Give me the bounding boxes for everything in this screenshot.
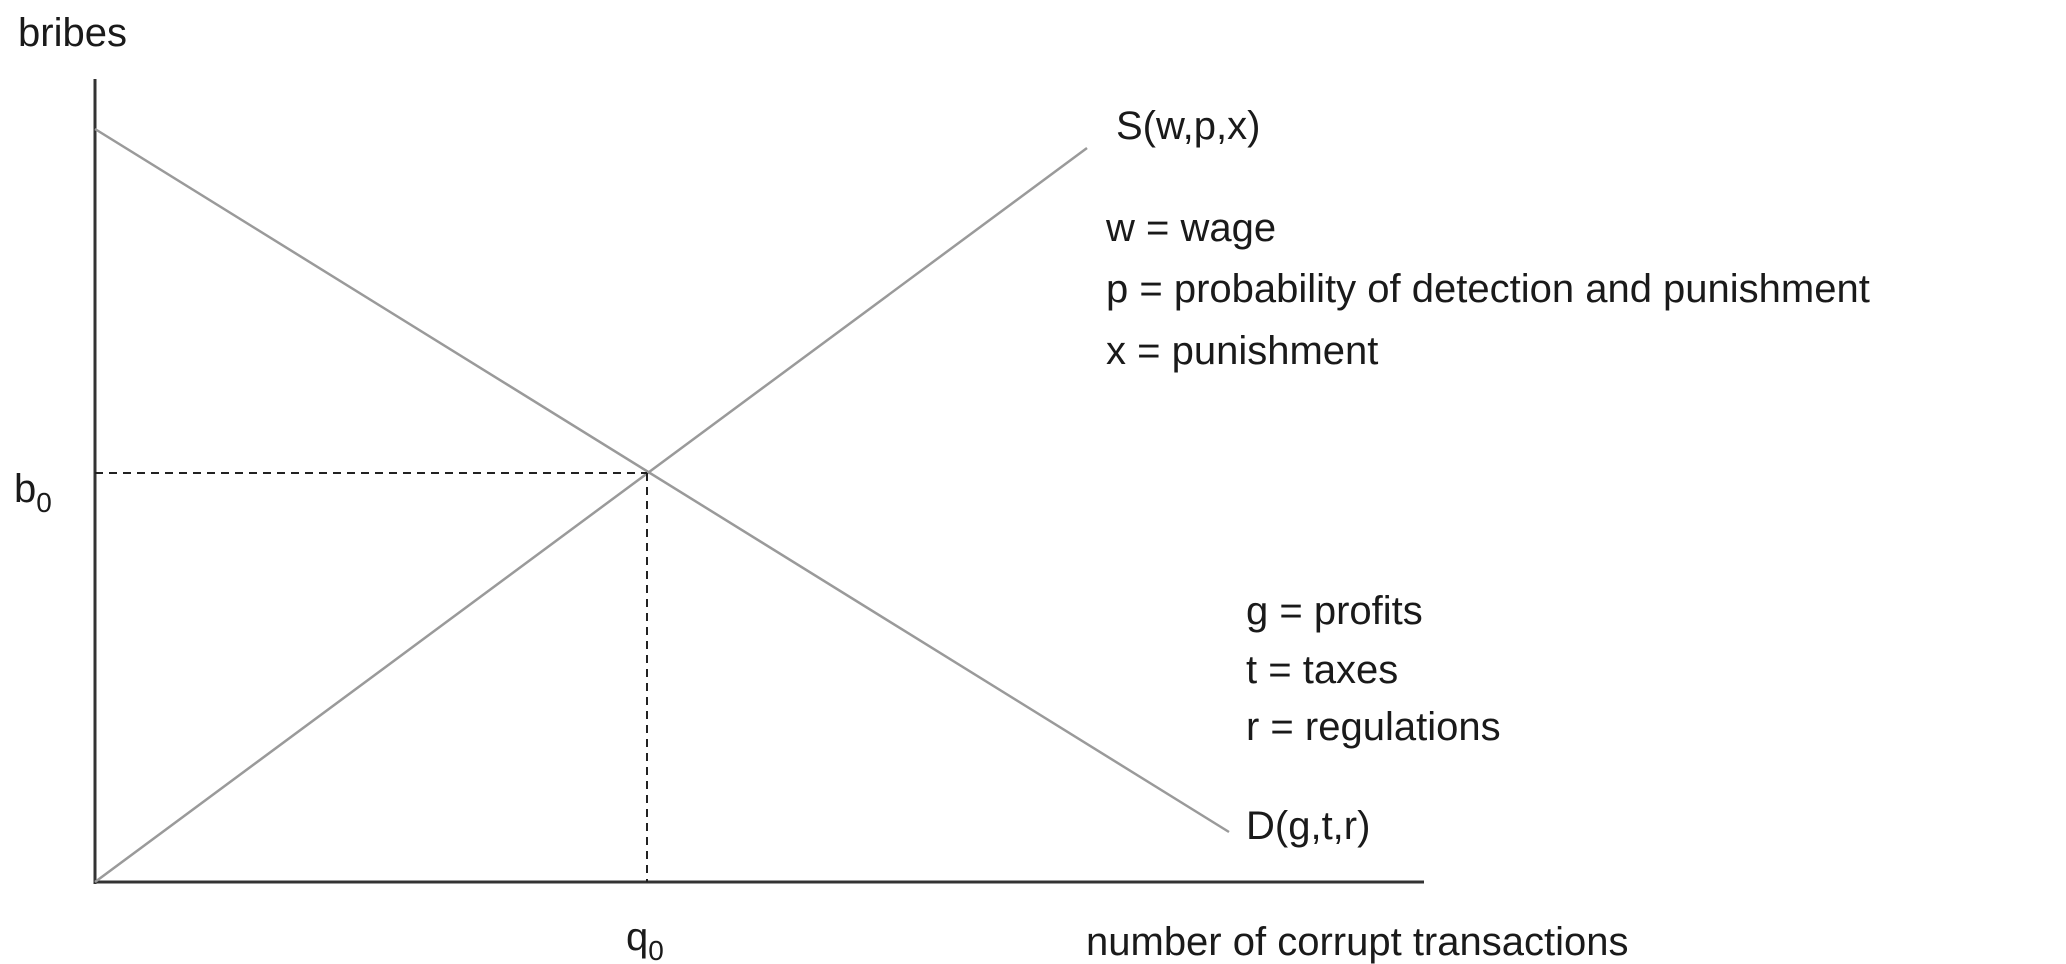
supply-legend: w = wage — [1105, 206, 1276, 250]
x-axis-label: number of corrupt transactions — [1086, 920, 1628, 964]
demand-legend: r = regulations — [1246, 705, 1501, 749]
supply-curve — [94, 146, 1088, 884]
demand-legend: t = taxes — [1246, 648, 1398, 692]
price-label: b0 — [14, 467, 52, 518]
demand-label: D(g,t,r) — [1246, 804, 1370, 848]
y-axis-label: bribes — [18, 11, 127, 55]
demand-curve — [94, 127, 1230, 834]
supply-legend: x = punishment — [1106, 329, 1378, 373]
quantity-label: q0 — [626, 915, 664, 964]
supply-label: S(w,p,x) — [1116, 104, 1260, 148]
supply-legend: p = probability of detection and punishm… — [1106, 267, 1870, 311]
demand-legend: g = profits — [1246, 589, 1423, 633]
